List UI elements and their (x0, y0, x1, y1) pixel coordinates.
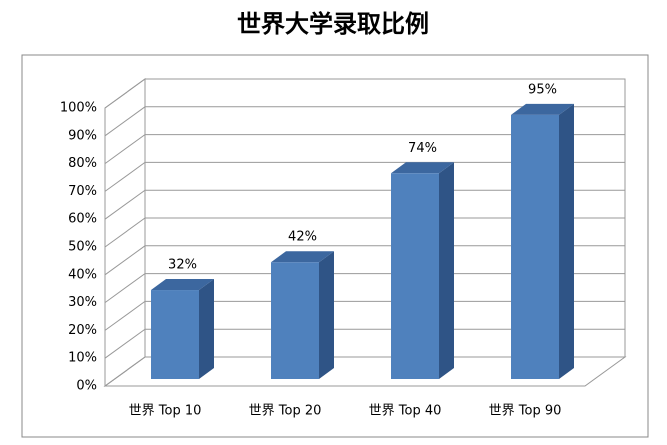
grid-line (104, 189, 625, 220)
bar-top (271, 251, 334, 263)
y-tick-label: 60% (68, 212, 97, 227)
y-tick-label: 0% (76, 379, 97, 394)
value-label: 95% (528, 82, 557, 97)
bar (391, 173, 439, 379)
grid-line (104, 273, 625, 304)
bar (511, 114, 559, 380)
grid-line (104, 245, 625, 276)
y-tick-label: 100% (60, 101, 97, 116)
x-tick-label: 世界 Top 10 (129, 404, 202, 419)
y-tick-label: 70% (68, 184, 97, 199)
bar (151, 290, 199, 379)
y-tick-label: 50% (68, 240, 97, 255)
bar-top (391, 162, 454, 174)
grid-line (104, 356, 625, 387)
bar-top (151, 279, 214, 291)
x-tick-label: 世界 Top 20 (249, 404, 322, 419)
grid-line (104, 328, 625, 359)
y-tick-label: 40% (68, 267, 97, 282)
grid-line (104, 300, 625, 331)
x-tick-label: 世界 Top 90 (489, 404, 562, 419)
x-tick-label: 世界 Top 40 (369, 404, 442, 419)
value-label: 42% (288, 230, 317, 245)
value-label: 74% (408, 141, 437, 156)
y-tick-label: 20% (68, 323, 97, 338)
y-tick-label: 90% (68, 128, 97, 143)
grid-line (104, 217, 625, 248)
grid-line (104, 78, 625, 109)
chart-title: 世界大学录取比例 (237, 10, 429, 38)
bar-side (439, 162, 454, 379)
grid-line (104, 106, 625, 137)
bar-top (511, 103, 574, 115)
value-label: 32% (168, 258, 197, 273)
y-tick-label: 10% (68, 351, 97, 366)
bar-side (199, 279, 214, 379)
y-tick-label: 80% (68, 156, 97, 171)
bar-side (319, 251, 334, 379)
bar-side (559, 103, 574, 380)
bar (271, 262, 319, 379)
grid-line (104, 134, 625, 165)
grid-line (104, 161, 625, 192)
y-tick-label: 30% (68, 295, 97, 310)
